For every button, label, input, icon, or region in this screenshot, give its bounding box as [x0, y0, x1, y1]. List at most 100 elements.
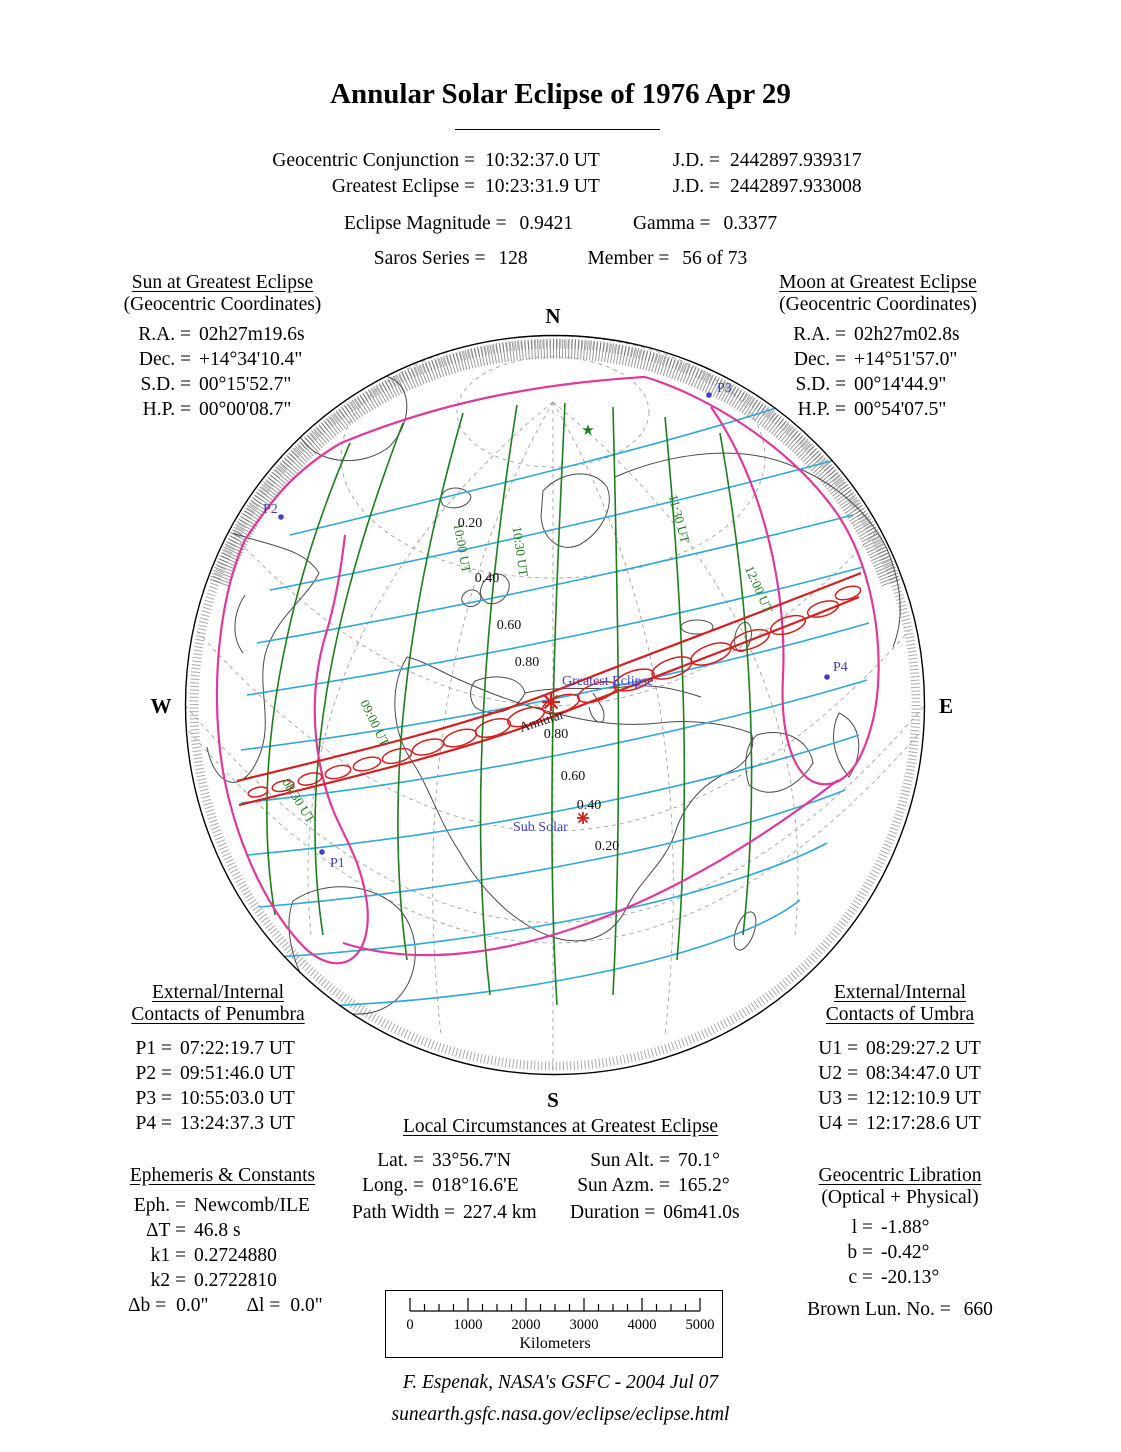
sun-alt-value: 70.1°: [678, 1150, 720, 1171]
moon-coordinates-block: Moon at Greatest Eclipse (Geocentric Coo…: [768, 272, 988, 421]
u3-contact-label: U3 =: [818, 1088, 858, 1109]
magnitude-line: Eclipse Magnitude = 0.9421 Gamma = 0.337…: [0, 213, 1121, 235]
u1-contact-label: U1 =: [818, 1038, 858, 1059]
sun-block-subtitle: (Geocentric Coordinates): [123, 294, 322, 315]
delta-b-label: Δb =: [128, 1295, 167, 1316]
sun-block-title: Sun at Greatest Eclipse: [131, 272, 314, 293]
scale-tick-5000: 5000: [686, 1317, 715, 1333]
p1-contact-value: 07:22:19.7 UT: [180, 1038, 295, 1059]
brown-lunation-value: 660: [963, 1299, 993, 1320]
sun-hp-value: 00°00'08.7": [199, 399, 292, 420]
jd1-value: 2442897.939317: [730, 150, 862, 171]
k1-label: k1 =: [150, 1245, 186, 1266]
eph-label: Eph. =: [133, 1195, 186, 1216]
magnitude-label-upper-040: 0.40: [475, 571, 500, 586]
scale-tick-0: 0: [406, 1317, 413, 1333]
libration-c-label: c =: [848, 1267, 873, 1288]
central-path: [236, 571, 862, 807]
sun-sd-label: S.D. =: [140, 374, 191, 395]
compass-north: N: [545, 304, 560, 328]
ephemeris-block: Ephemeris & Constants Eph. = Newcomb/ILE…: [110, 1165, 335, 1317]
credit-line: F. Espenak, NASA's GSFC - 2004 Jul 07: [402, 1372, 719, 1393]
p1-contact-label: P1 =: [135, 1038, 172, 1059]
umbra-contacts-block: External/Internal Contacts of Umbra U1 =…: [800, 982, 1000, 1135]
u2-contact-value: 08:34:47.0 UT: [866, 1063, 981, 1084]
source-url[interactable]: sunearth.gsfc.nasa.gov/eclipse/eclipse.h…: [391, 1404, 730, 1425]
moon-sd-label: S.D. =: [795, 374, 846, 395]
p2-contact-value: 09:51:46.0 UT: [180, 1063, 295, 1084]
p4-contact-label: P4 =: [135, 1113, 172, 1134]
duration-line: Duration = 06m41.0s: [570, 1202, 740, 1224]
title-underline: [455, 129, 660, 130]
moon-dec-label: Dec. =: [793, 349, 846, 370]
moon-sd-value: 00°14'44.9": [854, 374, 947, 395]
scale-tick-4000: 4000: [628, 1317, 657, 1333]
magnitude-label-lower-080: 0.80: [544, 727, 569, 742]
conjunction-stats: Geocentric Conjunction = 10:32:37.0 UT J…: [225, 150, 905, 198]
member-label: Member =: [587, 248, 670, 269]
penumbra-title-line1: External/Internal: [151, 982, 285, 1003]
moon-hp-value: 00°54'07.5": [854, 399, 947, 420]
libration-b-label: b =: [847, 1242, 873, 1263]
scale-tick-1000: 1000: [454, 1317, 483, 1333]
libration-subtitle: (Optical + Physical): [821, 1187, 979, 1208]
conjunction-value: 10:32:37.0 UT: [485, 150, 600, 171]
greatest-eclipse-label: Greatest Eclipse: [562, 674, 653, 689]
penumbra-contacts-block: External/Internal Contacts of Penumbra P…: [118, 982, 318, 1135]
k2-label: k2 =: [150, 1270, 186, 1291]
magnitude-label-lower-040: 0.40: [577, 798, 602, 813]
magnitude-label-upper-060: 0.60: [497, 618, 522, 633]
magnitude-label-lower-060: 0.60: [561, 769, 586, 784]
long-value: 018°16.6'E: [432, 1175, 519, 1196]
globe-limb: [184, 334, 926, 1076]
path-width-label: Path Width =: [352, 1202, 456, 1223]
ut-label-1130: 11:30 UT: [666, 493, 693, 545]
sun-ra-value: 02h27m19.6s: [199, 324, 305, 345]
magnitude-label-upper-020: 0.20: [458, 516, 483, 531]
page-title: Annular Solar Eclipse of 1976 Apr 29: [330, 78, 791, 110]
magnitude-value: 0.9421: [519, 213, 574, 234]
p3-contact-value: 10:55:03.0 UT: [180, 1088, 295, 1109]
sun-coordinates-block: Sun at Greatest Eclipse (Geocentric Coor…: [115, 272, 330, 421]
compass-south: S: [547, 1088, 559, 1112]
scale-tick-3000: 3000: [570, 1317, 599, 1333]
delta-b-value: 0.0": [176, 1295, 209, 1316]
sun-azm-value: 165.2°: [678, 1175, 730, 1196]
moon-ra-label: R.A. =: [793, 324, 846, 345]
p4-label: P4: [833, 660, 848, 675]
greatest-eclipse-label: Greatest Eclipse =: [331, 176, 475, 197]
scale-unit-label: Kilometers: [519, 1335, 590, 1352]
compass-east: E: [939, 694, 953, 718]
brown-lunation-line: Brown Lun. No. = 660: [800, 1299, 1000, 1321]
greatest-eclipse-value: 10:23:31.9 UT: [485, 176, 600, 197]
distance-scale-bar: 0 1000 2000 3000 4000 5000 Kilometers: [385, 1290, 723, 1358]
u2-contact-label: U2 =: [818, 1063, 858, 1084]
ut-label-0900: 09:00 UT: [357, 697, 393, 749]
sun-sd-value: 00°15'52.7": [199, 374, 292, 395]
sun-alt-label: Sun Alt. =: [590, 1150, 670, 1171]
greatest-eclipse-asterisk-icon: [542, 693, 560, 711]
brown-lunation-label: Brown Lun. No. =: [807, 1299, 951, 1320]
local-circumstances-title-line: Local Circumstances at Greatest Eclipse: [0, 1116, 1121, 1138]
lat-long-block: Lat. = 33°56.7'N Long. = 018°16.6'E: [352, 1150, 542, 1197]
moon-dec-value: +14°51'57.0": [854, 349, 958, 370]
libration-l-label: l =: [851, 1217, 873, 1238]
member-value: 56 of 73: [682, 248, 748, 269]
delta-t-value: 46.8 s: [194, 1220, 241, 1241]
k2-value: 0.2722810: [194, 1270, 277, 1291]
p1-label: P1: [330, 856, 345, 871]
sun-hp-label: H.P. =: [142, 399, 191, 420]
jd1-label: J.D. =: [672, 150, 720, 171]
magnitude-label-upper-080: 0.80: [515, 655, 540, 670]
u3-contact-value: 12:12:10.9 UT: [866, 1088, 981, 1109]
scale-ruler: 0 1000 2000 3000 4000 5000 Kilometers: [406, 1298, 715, 1352]
sun-dec-value: +14°34'10.4": [199, 349, 303, 370]
delta-corrections-line: Δb = 0.0" Δl = 0.0": [128, 1295, 335, 1317]
eclipse-globe-map: ★ P1 P2 P3 P4 Greatest Eclipse Sub Solar…: [151, 304, 954, 1112]
moon-ra-value: 02h27m02.8s: [854, 324, 960, 345]
saros-value: 128: [498, 248, 528, 269]
scale-tick-2000: 2000: [512, 1317, 541, 1333]
lat-value: 33°56.7'N: [432, 1150, 512, 1171]
u1-contact-value: 08:29:27.2 UT: [866, 1038, 981, 1059]
